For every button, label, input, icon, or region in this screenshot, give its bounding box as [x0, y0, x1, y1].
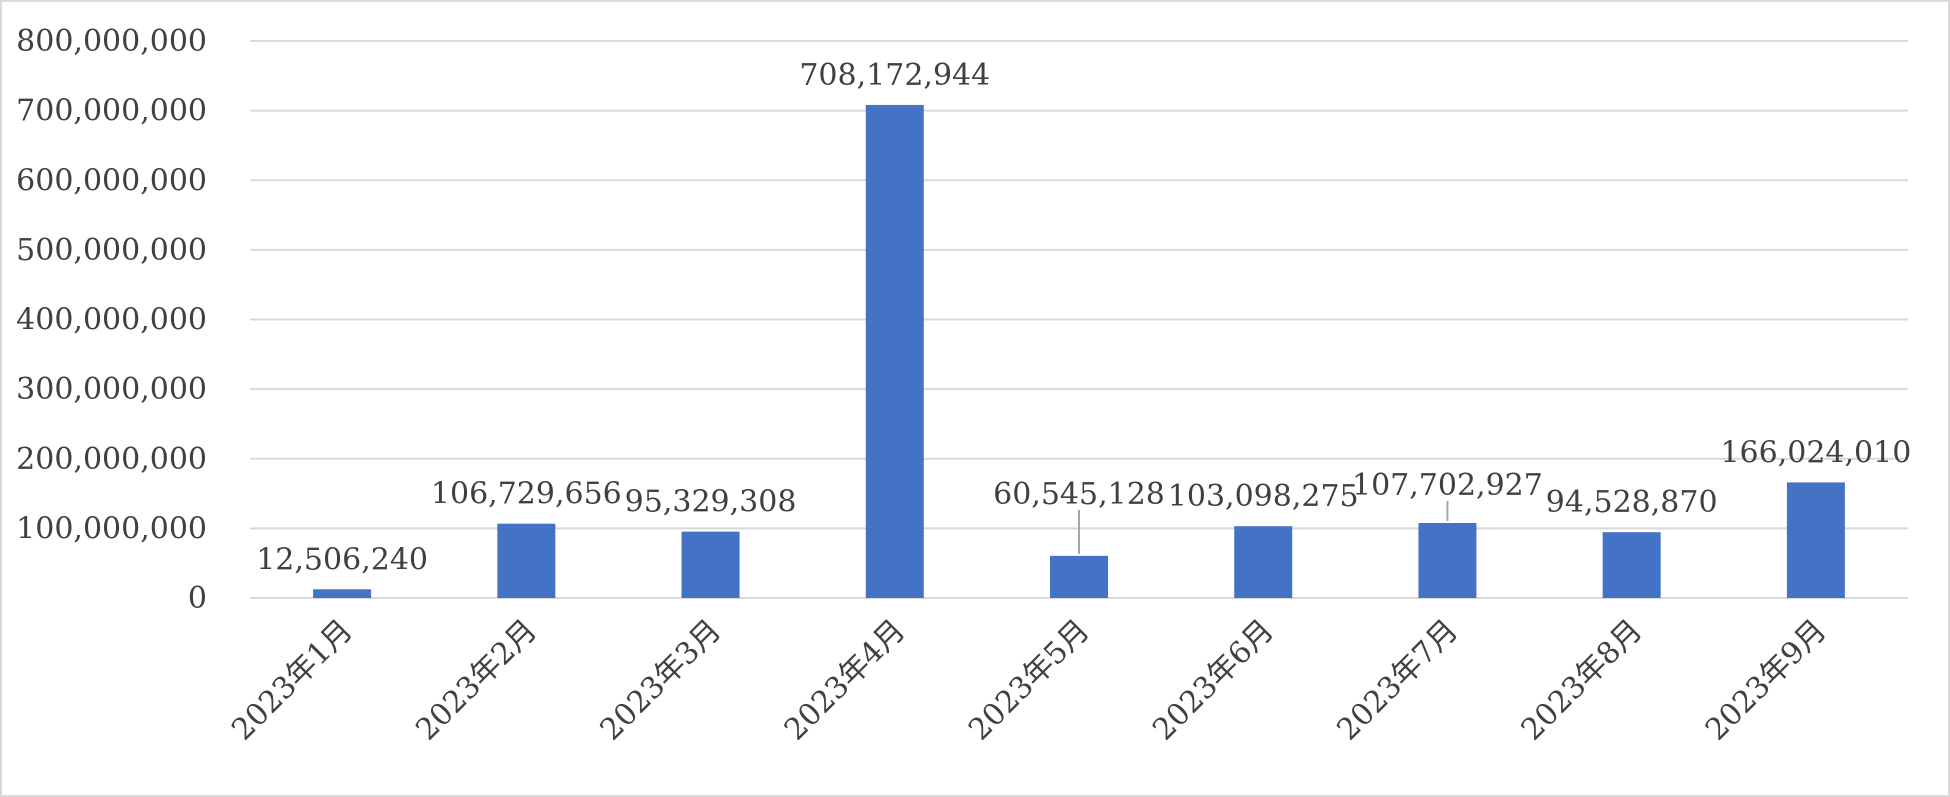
y-axis-ticks: 0 100,000,000 200,000,000 300,000,000 400,00…: [16, 24, 207, 616]
y-tick-label: 600,000,000: [16, 163, 207, 198]
x-tick-label: 2023年8月: [1515, 613, 1650, 748]
data-label: 708,172,944: [799, 58, 990, 93]
data-label: 60,545,128: [993, 477, 1165, 512]
y-tick-label: 400,000,000: [16, 303, 207, 338]
bar: [1050, 555, 1108, 598]
bar: [497, 523, 556, 598]
y-tick-label: 800,000,000: [16, 24, 207, 59]
bar: [865, 104, 924, 599]
y-tick-label: 100,000,000: [16, 511, 207, 546]
bar: [1786, 482, 1845, 598]
data-label: 95,329,308: [625, 485, 797, 520]
x-tick-label: 2023年4月: [778, 613, 913, 748]
x-tick-label: 2023年7月: [1330, 613, 1465, 748]
x-tick-label: 2023年5月: [962, 613, 1097, 748]
data-label: 94,528,870: [1546, 485, 1718, 520]
x-tick-label: 2023年6月: [1146, 613, 1281, 748]
leader-lines: [1078, 501, 1449, 554]
y-tick-label: 300,000,000: [16, 372, 207, 407]
bar: [681, 531, 740, 598]
data-label: 103,098,275: [1168, 479, 1359, 514]
data-label: 12,506,240: [256, 542, 428, 577]
y-tick-label: 500,000,000: [16, 233, 207, 268]
x-tick-label: 2023年2月: [409, 613, 544, 748]
bar: [1418, 523, 1477, 598]
bar: [1234, 526, 1293, 598]
x-tick-label: 2023年9月: [1699, 613, 1834, 748]
bar: [313, 589, 372, 598]
x-axis-labels: 2023年1月 2023年2月 2023年3月 2023年4月 2023年5月 2023年…: [225, 613, 1833, 748]
data-label: 107,702,927: [1352, 468, 1543, 503]
y-tick-label: 700,000,000: [16, 94, 207, 129]
y-tick-label: 200,000,000: [16, 442, 207, 477]
x-tick-label: 2023年1月: [225, 613, 360, 748]
x-tick-label: 2023年3月: [594, 613, 729, 748]
bars: [313, 104, 1845, 599]
data-label: 106,729,656: [431, 477, 622, 512]
data-label: 166,024,010: [1720, 435, 1911, 470]
bar: [1602, 532, 1661, 598]
y-tick-label: 0: [188, 581, 207, 616]
